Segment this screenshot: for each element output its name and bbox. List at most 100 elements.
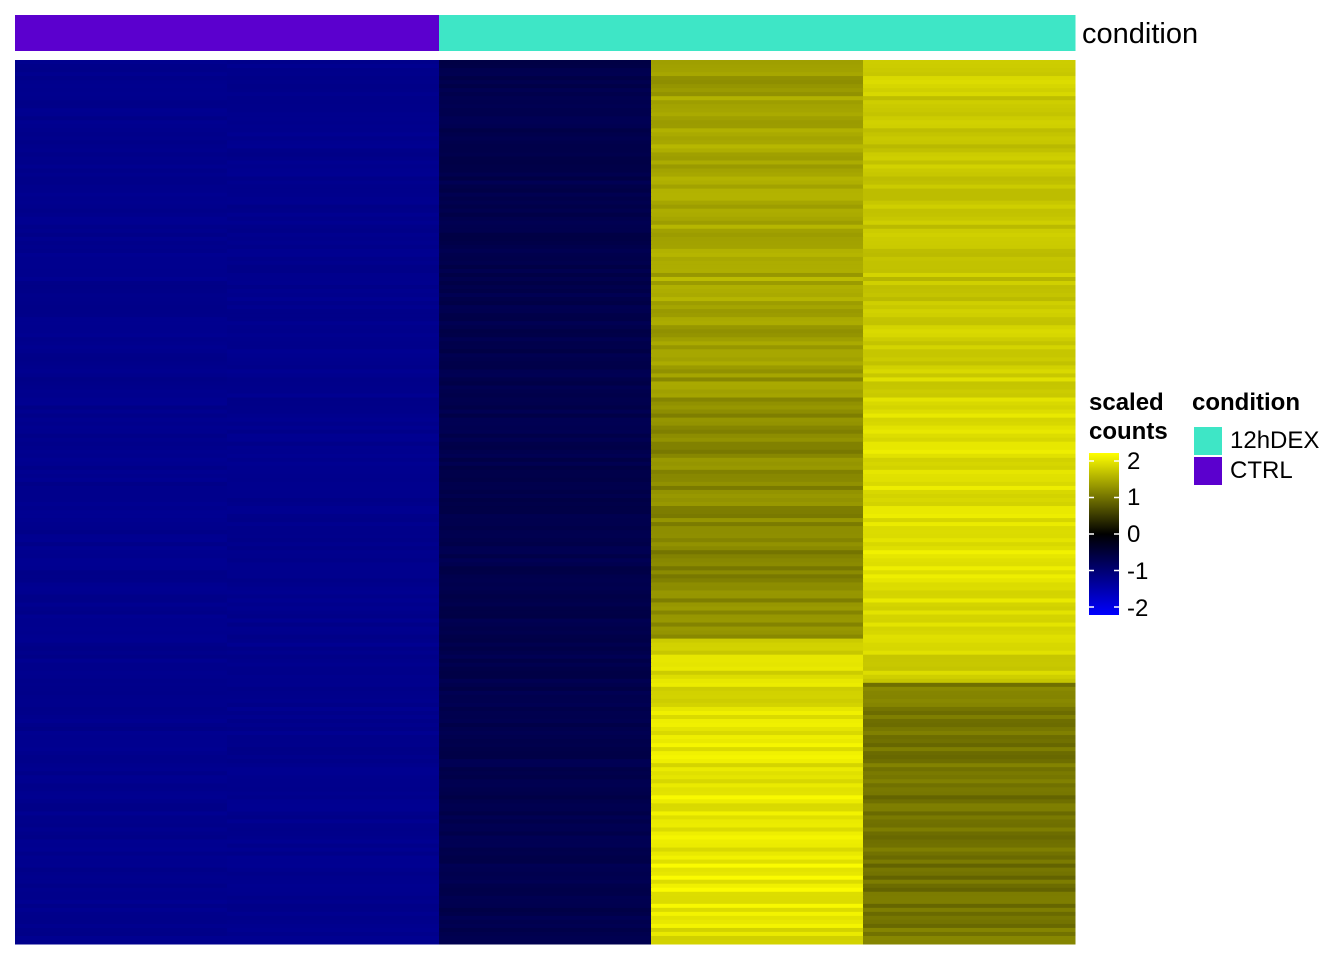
heatmap-cell xyxy=(863,771,1076,776)
heatmap-cell xyxy=(863,485,1076,491)
heatmap-cells xyxy=(15,60,1076,945)
heatmap-cell xyxy=(15,658,228,664)
heatmap-cell xyxy=(439,281,652,286)
heatmap-cell xyxy=(227,441,440,447)
heatmap-cell xyxy=(651,457,864,463)
heatmap-cell xyxy=(227,935,440,941)
heatmap-cell xyxy=(863,538,1076,543)
heatmap-cell xyxy=(439,401,652,407)
heatmap-cell xyxy=(651,124,864,129)
heatmap-cell xyxy=(15,333,228,338)
heatmap-cell xyxy=(863,931,1076,937)
heatmap-cell xyxy=(863,698,1076,704)
heatmap-cell xyxy=(863,417,1076,423)
heatmap-cell xyxy=(227,883,440,889)
heatmap-cell xyxy=(227,803,440,808)
heatmap-cell xyxy=(15,112,228,117)
heatmap-cell xyxy=(15,409,228,415)
heatmap-cell xyxy=(651,851,864,857)
heatmap-cell xyxy=(651,244,864,250)
heatmap-cell xyxy=(227,196,440,202)
heatmap-cell xyxy=(651,875,864,881)
heatmap-cell xyxy=(863,598,1076,603)
heatmap-cell xyxy=(863,590,1076,595)
heatmap-cell xyxy=(651,538,864,543)
heatmap-cell xyxy=(863,530,1076,535)
heatmap-cell xyxy=(651,96,864,101)
heatmap-cell xyxy=(227,281,440,286)
heatmap-cell xyxy=(439,723,652,728)
heatmap-cell xyxy=(227,783,440,788)
heatmap-cell xyxy=(863,272,1076,278)
heatmap-cell xyxy=(15,309,228,314)
heatmap-cell xyxy=(439,389,652,395)
heatmap-cell xyxy=(227,477,440,483)
heatmap-cell xyxy=(15,76,228,81)
heatmap-cell xyxy=(651,759,864,764)
heatmap-cell xyxy=(15,706,228,712)
heatmap-cell xyxy=(227,349,440,354)
heatmap-cell xyxy=(863,164,1076,169)
heatmap-cell xyxy=(863,345,1076,350)
heatmap-cell xyxy=(227,795,440,800)
heatmap-cell xyxy=(439,863,652,869)
heatmap-cell xyxy=(651,116,864,121)
heatmap-cell xyxy=(651,128,864,133)
heatmap-cell xyxy=(15,887,228,893)
heatmap-cell xyxy=(651,76,864,81)
heatmap-cell xyxy=(439,457,652,463)
heatmap-cell xyxy=(651,807,864,812)
heatmap-cell xyxy=(863,883,1076,889)
heatmap-cell xyxy=(227,184,440,190)
heatmap-cell xyxy=(651,630,864,636)
heatmap-cell xyxy=(439,337,652,342)
heatmap-cell xyxy=(863,140,1076,145)
heatmap-cell xyxy=(15,783,228,788)
heatmap-cell xyxy=(227,867,440,873)
heatmap-cell xyxy=(439,570,652,575)
heatmap-cell xyxy=(15,293,228,298)
heatmap-cell xyxy=(15,622,228,628)
heatmap-cell xyxy=(15,895,228,901)
heatmap-cell xyxy=(439,96,652,101)
heatmap-cell xyxy=(227,835,440,841)
heatmap-cell xyxy=(227,252,440,258)
heatmap-cell xyxy=(651,236,864,242)
heatmap-cell xyxy=(439,682,652,688)
heatmap-cell xyxy=(651,365,864,370)
heatmap-cell xyxy=(227,586,440,591)
heatmap-cell xyxy=(227,630,440,636)
heatmap-cell xyxy=(227,176,440,182)
heatmap-cell xyxy=(651,329,864,334)
heatmap-cell xyxy=(15,260,228,266)
heatmap-cell xyxy=(439,714,652,720)
heatmap-cell xyxy=(651,276,864,282)
heatmap-cell xyxy=(651,301,864,306)
heatmap-cell xyxy=(227,361,440,366)
heatmap-cell xyxy=(15,156,228,161)
heatmap-cell xyxy=(15,104,228,109)
heatmap-cell xyxy=(15,550,228,555)
heatmap-cell xyxy=(227,875,440,881)
heatmap-cell xyxy=(863,626,1076,632)
heatmap-cell xyxy=(227,72,440,77)
heatmap-cell xyxy=(439,413,652,419)
heatmap-cell xyxy=(227,144,440,149)
heatmap-cell xyxy=(439,132,652,137)
heatmap-cell xyxy=(227,903,440,909)
heatmap-cell xyxy=(439,871,652,877)
heatmap-cell xyxy=(227,755,440,760)
heatmap-cell xyxy=(439,907,652,913)
heatmap-cell xyxy=(227,220,440,226)
heatmap-cell xyxy=(15,240,228,246)
heatmap-cell xyxy=(439,140,652,145)
heatmap-cell xyxy=(227,216,440,222)
heatmap-cell xyxy=(439,799,652,804)
heatmap-cell xyxy=(15,64,228,69)
heatmap-cell xyxy=(439,92,652,97)
heatmap-cell xyxy=(439,735,652,740)
heatmap-cell xyxy=(15,502,228,507)
heatmap-cell xyxy=(15,264,228,270)
heatmap-cell xyxy=(439,779,652,784)
heatmap-cell xyxy=(439,196,652,202)
